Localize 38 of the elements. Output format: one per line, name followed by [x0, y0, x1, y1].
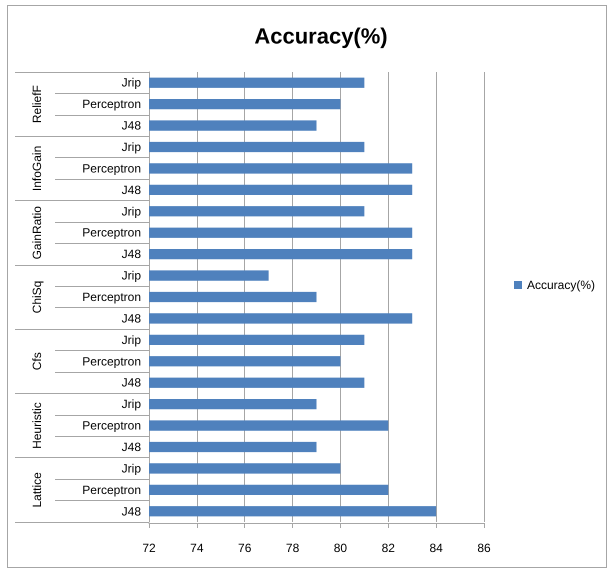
y-tick-label: J48	[122, 311, 142, 326]
y-tick-label: Jrip	[122, 332, 142, 347]
text: Lattice	[30, 472, 44, 508]
text: ReliefF	[30, 85, 44, 124]
y-tick-label: J48	[122, 440, 142, 454]
y-tick-label: Jrip	[122, 397, 142, 412]
y-tick-label: Jrip	[122, 268, 142, 283]
text: GainRatio	[30, 206, 44, 260]
text: InfoGain	[30, 146, 44, 192]
chart-title: Accuracy(%)	[254, 24, 388, 48]
y-tick-label: Perceptron	[82, 290, 141, 304]
y-tick-label: Perceptron	[82, 161, 141, 176]
y-tick-label: Perceptron	[82, 354, 141, 368]
y-tick-label: Jrip	[122, 204, 142, 218]
y-tick-label: J48	[122, 376, 142, 390]
x-tick-label: 72	[142, 541, 156, 555]
y-tick-label: J48	[122, 182, 142, 197]
y-tick-label: J48	[122, 118, 142, 133]
y-tick-label: Jrip	[122, 76, 142, 90]
y-tick-label: J48	[122, 247, 142, 262]
x-tick-label: 78	[286, 541, 300, 555]
x-tick-label: 76	[238, 541, 252, 555]
x-tick-label: 80	[334, 541, 348, 555]
text: ChiSq	[30, 280, 44, 314]
x-tick-label: 82	[382, 541, 396, 555]
x-tick-label: 84	[429, 541, 444, 555]
y-tick-label: Perceptron	[82, 226, 141, 240]
legend-label: Accuracy(%)	[526, 278, 596, 292]
x-tick-label: 74	[190, 541, 204, 555]
x-tick-label: 86	[477, 541, 491, 555]
y-tick-label: J48	[122, 504, 142, 518]
text: Cfs	[30, 352, 44, 370]
y-tick-label: Perceptron	[82, 418, 141, 433]
y-tick-label: Jrip	[122, 461, 142, 476]
y-tick-label: Perceptron	[82, 482, 141, 497]
y-tick-label: Jrip	[122, 140, 142, 154]
text: Heuristic	[30, 402, 44, 449]
y-tick-label: Perceptron	[82, 97, 141, 112]
